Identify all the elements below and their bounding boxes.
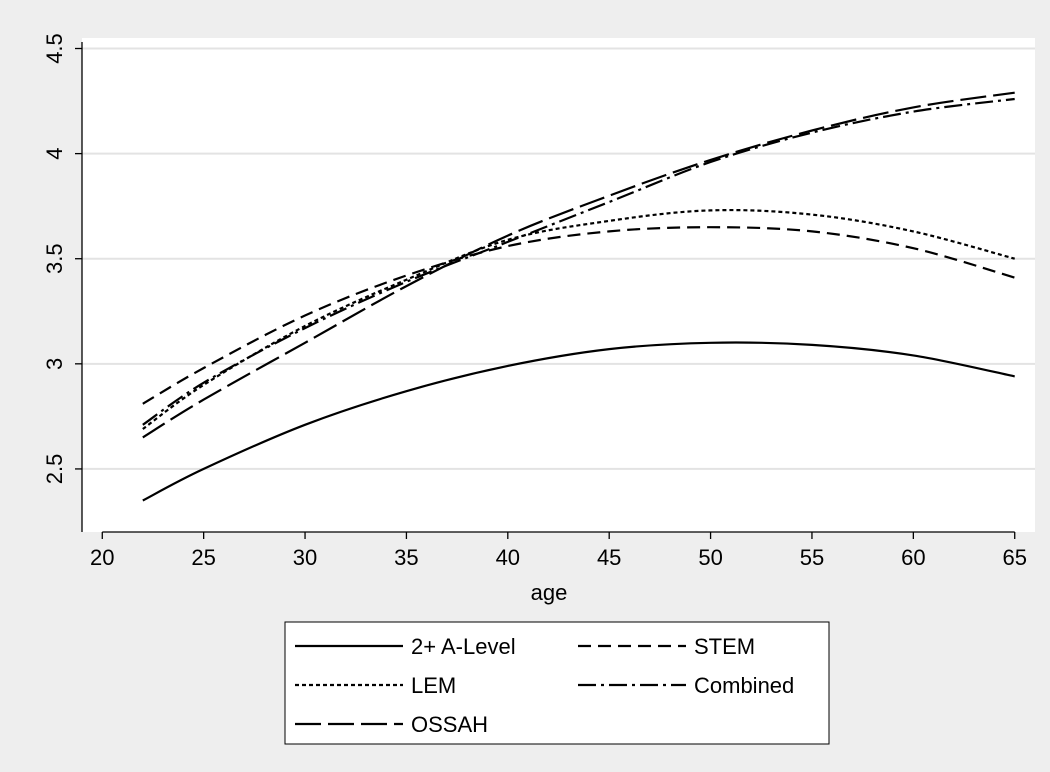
series-line-combined xyxy=(142,97,1015,426)
x-tick-label: 55 xyxy=(800,545,824,570)
axes: 2.5 3 3.5 4 4.5 20 25 30 35 40 45 50 55 60 65 xyxy=(42,33,1027,570)
x-tick-label: 25 xyxy=(191,545,215,570)
x-tick-label: 65 xyxy=(1002,545,1026,570)
y-tick-label: 4 xyxy=(42,147,67,159)
legend-label: STEM xyxy=(694,634,755,659)
series-lines xyxy=(142,91,1016,502)
y-tick-label: 3.5 xyxy=(42,243,67,274)
series-line-2-a-level xyxy=(142,341,1015,502)
x-axis-title: age xyxy=(531,580,568,605)
x-tick-label: 60 xyxy=(901,545,925,570)
x-tick-label: 20 xyxy=(90,545,114,570)
y-tick-label: 2.5 xyxy=(42,454,67,485)
legend-label: LEM xyxy=(411,673,456,698)
gridlines xyxy=(82,47,1035,470)
legend-label: Combined xyxy=(694,673,794,698)
legend-label: OSSAH xyxy=(411,712,488,737)
plot-area xyxy=(82,38,1035,532)
x-tick-label: 50 xyxy=(698,545,722,570)
legend: 2+ A-Level STEM LEM Combined OSSAH xyxy=(284,621,830,745)
x-tick-label: 40 xyxy=(496,545,520,570)
x-tick-label: 45 xyxy=(597,545,621,570)
series-line-ossah xyxy=(142,91,1015,439)
legend-label: 2+ A-Level xyxy=(411,634,516,659)
x-tick-label: 30 xyxy=(293,545,317,570)
x-tick-label: 35 xyxy=(394,545,418,570)
series-line-stem xyxy=(142,226,1016,405)
y-tick-label: 3 xyxy=(42,358,67,370)
y-tick-label: 4.5 xyxy=(42,33,67,64)
